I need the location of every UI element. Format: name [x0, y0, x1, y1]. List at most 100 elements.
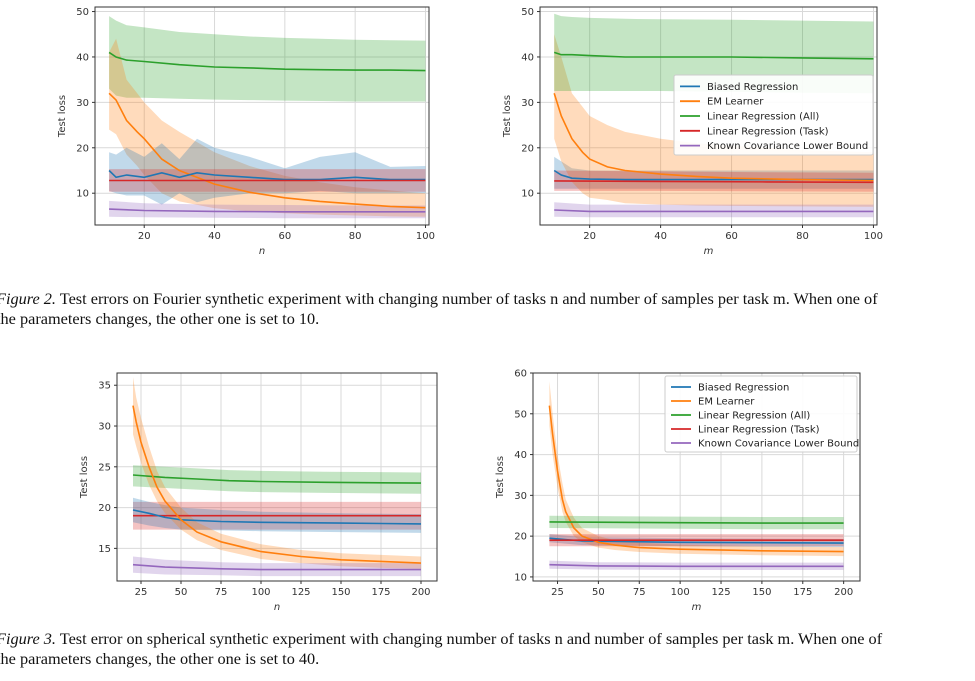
y-tick-label: 10 — [76, 189, 89, 200]
y-tick-label: 20 — [98, 503, 111, 514]
confidence-band-biased — [109, 138, 426, 205]
y-tick-label: 40 — [514, 450, 527, 461]
legend-label-em: EM Learner — [698, 397, 755, 408]
figure3-caption-line2: the parameters changes, the other one is… — [0, 649, 320, 668]
figure2-caption-line1: Figure 2. Test errors on Fourier synthet… — [0, 289, 975, 309]
figure3-caption-line1: Figure 3. Test error on spherical synthe… — [0, 629, 975, 649]
y-tick-label: 50 — [514, 409, 527, 420]
y-tick-label: 25 — [98, 462, 111, 473]
confidence-band-known — [549, 560, 844, 570]
y-tick-label: 20 — [521, 143, 534, 154]
y-axis-label: Test loss — [79, 456, 90, 499]
legend-label-biased: Biased Regression — [707, 82, 798, 93]
x-tick-label: 40 — [208, 231, 221, 242]
series-line-known — [554, 209, 874, 213]
series-group — [132, 377, 422, 577]
x-tick-label: 60 — [278, 231, 291, 242]
x-tick-label: 100 — [416, 231, 435, 242]
x-axis-label: n — [259, 246, 265, 257]
legend-label-lin_task: Linear Regression (Task) — [707, 126, 829, 137]
x-tick-label: 175 — [371, 587, 390, 598]
figure2-caption-line2: the parameters changes, the other one is… — [0, 309, 320, 328]
x-tick-label: 20 — [583, 231, 596, 242]
y-tick-label: 30 — [514, 491, 527, 502]
chart-fig2-test-loss-vs-n: 20 40 60 80 100 10 20 30 40 50 n Test loss — [57, 6, 435, 257]
series-line-lin_all — [108, 51, 426, 72]
figure3-caption-label: Figure 3. — [0, 629, 56, 648]
chart-fig2-test-loss-vs-m: 20 40 60 80 100 10 20 30 40 50 m Test loss Biased Re… — [502, 6, 883, 257]
x-tick-label: 20 — [138, 231, 151, 242]
x-tick-label: 150 — [331, 587, 350, 598]
series-group — [548, 381, 844, 570]
series-group — [553, 13, 874, 218]
x-tick-label: 100 — [251, 587, 270, 598]
confidence-band-lin_all — [133, 465, 421, 494]
x-axis-label: m — [692, 602, 702, 613]
x-axis-label: m — [704, 246, 714, 257]
legend-box — [673, 74, 874, 156]
series-group — [108, 16, 426, 219]
confidence-band-em — [109, 38, 426, 217]
plot-frame — [539, 6, 878, 226]
x-tick-label: 100 — [671, 587, 690, 598]
confidence-band-em — [554, 34, 874, 207]
y-tick-label: 30 — [76, 98, 89, 109]
y-tick-label: 60 — [514, 369, 527, 380]
figure3-caption-text: Test error on spherical synthetic experi… — [56, 629, 883, 648]
x-tick-label: 200 — [411, 587, 430, 598]
series-line-lin_all — [549, 521, 844, 524]
y-tick-label: 40 — [76, 52, 89, 63]
legend-label-lin_all: Linear Regression (All) — [707, 112, 819, 123]
chart-fig3-test-loss-vs-n: 25 50 75 100 125 150 175 200 15 20 25 30 35 n Test los… — [79, 372, 438, 613]
x-tick-label: 25 — [551, 587, 564, 598]
y-tick-label: 10 — [514, 572, 527, 583]
y-tick-label: 20 — [514, 532, 527, 543]
y-tick-label: 10 — [521, 189, 534, 200]
legend-label-biased: Biased Regression — [698, 383, 789, 394]
x-tick-label: 75 — [215, 587, 228, 598]
series-line-known — [109, 208, 426, 213]
legend: Biased Regression EM Learner Linear Regres… — [673, 74, 874, 156]
series-line-em — [553, 93, 874, 182]
y-axis-label: Test loss — [57, 95, 68, 138]
series-line-em — [548, 405, 844, 553]
y-tick-label: 30 — [521, 98, 534, 109]
x-tick-label: 40 — [654, 231, 667, 242]
x-tick-label: 50 — [592, 587, 605, 598]
confidence-band-known — [109, 200, 426, 219]
series-line-biased — [132, 509, 422, 525]
y-axis-label: Test loss — [495, 456, 506, 499]
legend-box — [664, 375, 858, 453]
figure3-caption: Figure 3. Test error on spherical synthe… — [0, 629, 975, 669]
y-axis-label: Test loss — [502, 95, 513, 138]
series-line-lin_task — [554, 180, 874, 184]
x-tick-label: 25 — [135, 587, 148, 598]
y-tick-label: 50 — [521, 7, 534, 18]
legend-label-lin_task: Linear Regression (Task) — [698, 425, 820, 436]
legend-label-known: Known Covariance Lower Bound — [698, 439, 859, 450]
y-tick-label: 20 — [76, 143, 89, 154]
confidence-band-known — [133, 556, 421, 577]
x-axis-label: n — [274, 602, 280, 613]
figure2-caption: Figure 2. Test errors on Fourier synthet… — [0, 289, 975, 329]
series-line-lin_all — [553, 51, 874, 60]
series-line-em — [108, 92, 426, 209]
chart-fig3-test-loss-vs-m: 25 50 75 100 125 150 175 200 10 20 30 40 50 60 m Test l… — [495, 369, 861, 613]
x-tick-label: 50 — [175, 587, 188, 598]
series-line-biased — [108, 169, 426, 181]
x-tick-label: 125 — [711, 587, 730, 598]
x-tick-label: 60 — [725, 231, 738, 242]
figure2-caption-text: Test errors on Fourier synthetic experim… — [56, 289, 878, 308]
y-tick-label: 50 — [76, 7, 89, 18]
x-tick-label: 175 — [793, 587, 812, 598]
legend-label-known: Known Covariance Lower Bound — [707, 141, 868, 152]
y-tick-label: 40 — [521, 52, 534, 63]
confidence-band-lin_all — [109, 16, 426, 102]
y-tick-label: 15 — [98, 544, 111, 555]
x-tick-label: 150 — [752, 587, 771, 598]
x-tick-label: 80 — [796, 231, 809, 242]
plot-frame — [116, 372, 438, 582]
x-tick-label: 100 — [864, 231, 883, 242]
confidence-band-known — [554, 202, 874, 218]
